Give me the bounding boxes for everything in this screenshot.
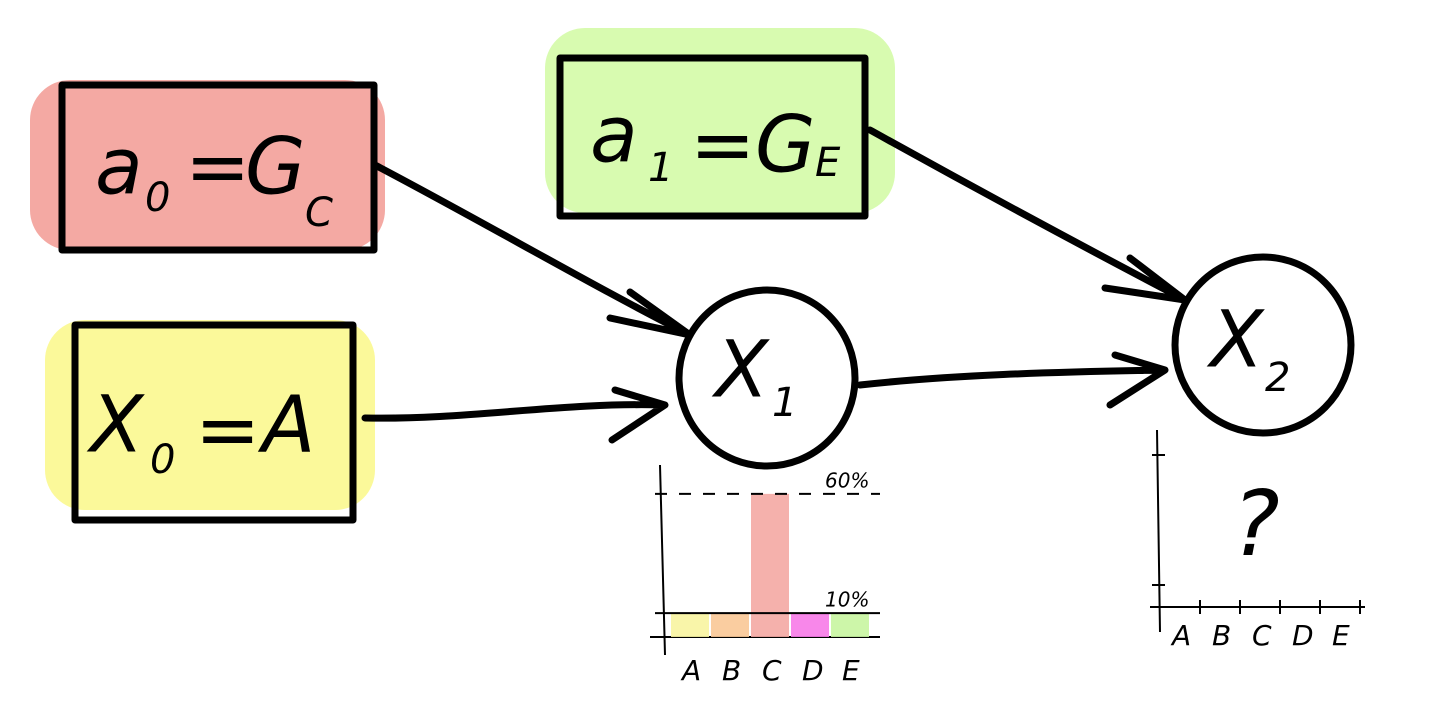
edge	[866, 126, 1189, 304]
node-subscript: 1	[648, 145, 673, 191]
node-label: a	[95, 122, 143, 212]
x-tick-label: A	[680, 654, 701, 687]
x-tick-label: E	[842, 654, 860, 687]
edge	[361, 386, 669, 444]
bar	[751, 493, 789, 637]
node-subscript: 0	[145, 175, 170, 221]
x-tick-label: A	[1170, 619, 1191, 652]
x-tick-label: E	[1332, 619, 1350, 652]
bar	[791, 613, 829, 637]
annotation: ?	[1232, 472, 1280, 577]
x-tick-label: B	[1212, 619, 1231, 652]
node-box	[71, 321, 357, 524]
edge	[371, 161, 694, 339]
node-label: =	[185, 122, 250, 212]
node-highlight	[545, 28, 895, 213]
x-tick-label: B	[722, 654, 741, 687]
edge	[856, 351, 1169, 409]
bar	[711, 613, 749, 637]
tick-label: 60%	[825, 468, 869, 492]
x-tick-label: C	[762, 654, 782, 687]
node-subscript: 1	[772, 380, 797, 426]
bar	[671, 613, 709, 637]
node-subscript: 2	[1265, 355, 1290, 401]
x-tick-label: D	[1292, 619, 1314, 652]
node-subscript: E	[815, 140, 841, 186]
node-subscript: 0	[150, 437, 175, 483]
node-subscript: C	[305, 190, 333, 236]
bar	[831, 613, 869, 637]
node-label: =	[195, 385, 260, 475]
node-label: G	[755, 100, 815, 190]
x-tick-label: C	[1252, 619, 1272, 652]
node-circle	[1171, 253, 1355, 437]
tick-label: 10%	[825, 588, 869, 612]
node-highlight	[45, 320, 375, 510]
node-label: =	[690, 100, 755, 190]
x-tick-label: D	[802, 654, 824, 687]
axis	[1150, 429, 1365, 633]
node-label: a	[590, 90, 638, 180]
node-circle	[675, 286, 859, 470]
node-label: X	[711, 325, 770, 415]
node-label: X	[1206, 295, 1265, 385]
axis-tick	[1152, 454, 1361, 614]
node-box	[556, 54, 869, 220]
node-label: X	[86, 380, 145, 470]
node-highlight	[30, 80, 385, 250]
node-label: G	[245, 122, 305, 212]
node-label: A	[257, 380, 315, 470]
